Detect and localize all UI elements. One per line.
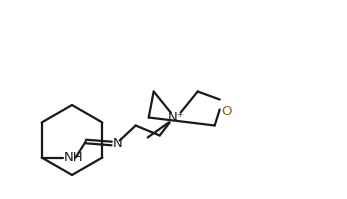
Text: N: N — [113, 137, 122, 150]
Text: N⁺: N⁺ — [167, 111, 184, 124]
Text: O: O — [222, 105, 232, 118]
Text: NH: NH — [64, 151, 83, 164]
